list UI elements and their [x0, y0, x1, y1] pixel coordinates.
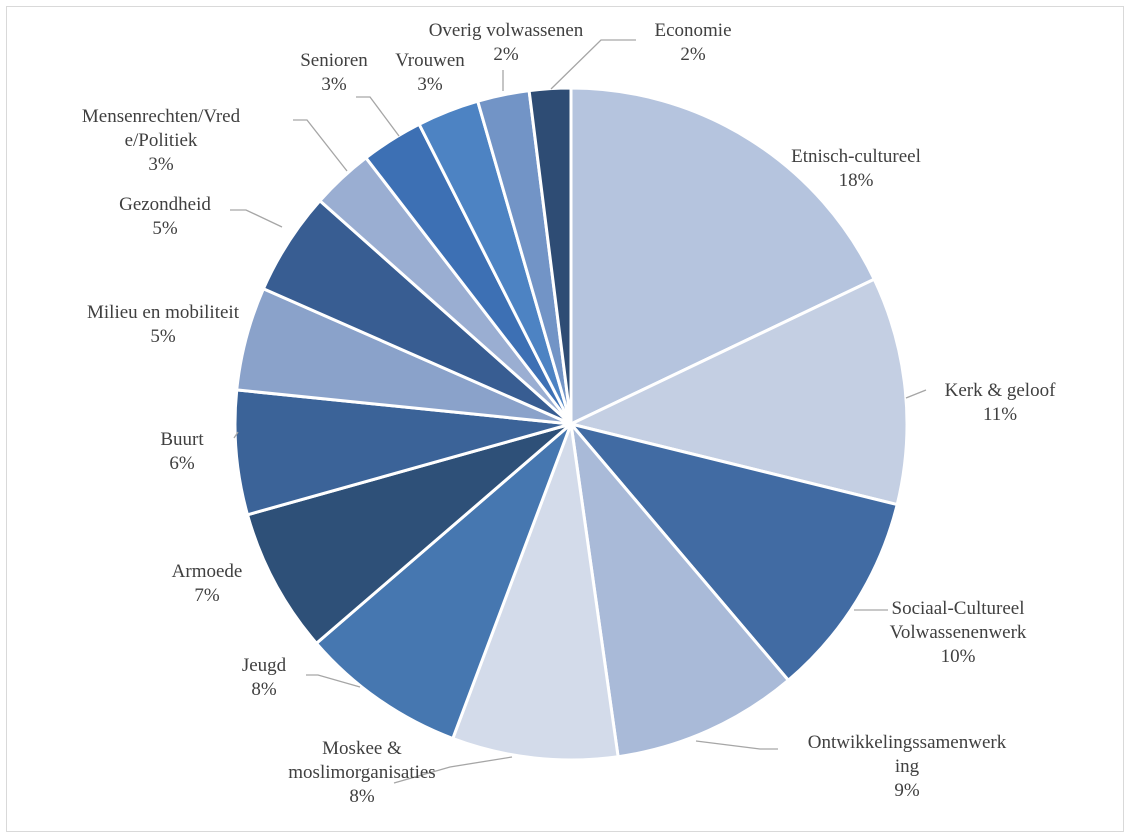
data-label-2: Kerk & geloof 11%	[945, 380, 1056, 425]
data-label-11: Mensenrechten/Vred e/Politiek 3%	[82, 106, 241, 175]
pie-slices	[233, 86, 909, 762]
data-label-10: Gezondheid 5%	[119, 194, 211, 239]
data-label-15: Economie 2%	[654, 20, 731, 65]
pie-slice-3	[566, 421, 900, 683]
leader-line-15	[550, 39, 636, 90]
pie-slice-8	[233, 388, 572, 517]
data-label-4: Ontwikkelingssamenwerk ing 9%	[808, 732, 1007, 801]
leader-line-2	[905, 389, 927, 399]
data-label-1: Etnisch-cultureel 18%	[791, 146, 921, 191]
data-label-7: Armoede 7%	[172, 561, 243, 606]
pie-slice-2	[566, 277, 909, 507]
data-label-8: Buurt 6%	[160, 429, 204, 474]
data-labels: Etnisch-cultureel 18% Kerk & geloof 11% Soci…	[82, 20, 1056, 807]
leader-line-6	[306, 674, 361, 688]
leader-lines	[230, 39, 927, 784]
pie-slice-1	[569, 86, 877, 427]
leader-line-4	[695, 740, 778, 750]
data-label-12: Senioren 3%	[300, 50, 368, 95]
pie-slice-5	[450, 423, 620, 762]
data-label-9: Milieu en mobiliteit 5%	[87, 302, 240, 347]
pie-slice-4	[568, 419, 791, 759]
leader-line-10	[230, 209, 283, 228]
pie-slice-7	[245, 422, 572, 646]
data-label-14: Overig volwassenen 2%	[429, 20, 584, 65]
data-label-5: Moskee & moslimorganisaties 8%	[288, 738, 435, 807]
data-label-13: Vrouwen 3%	[395, 50, 465, 95]
leader-line-12	[356, 96, 400, 137]
leader-line-5	[393, 756, 513, 784]
leader-line-11	[293, 119, 348, 172]
pie-slice-6	[314, 422, 573, 741]
pie-slice-15	[527, 86, 573, 425]
data-label-3: Sociaal-Cultureel Volwassenenwerk 10%	[890, 598, 1027, 667]
leader-line-8	[233, 431, 239, 439]
data-label-6: Jeugd 8%	[242, 655, 287, 700]
